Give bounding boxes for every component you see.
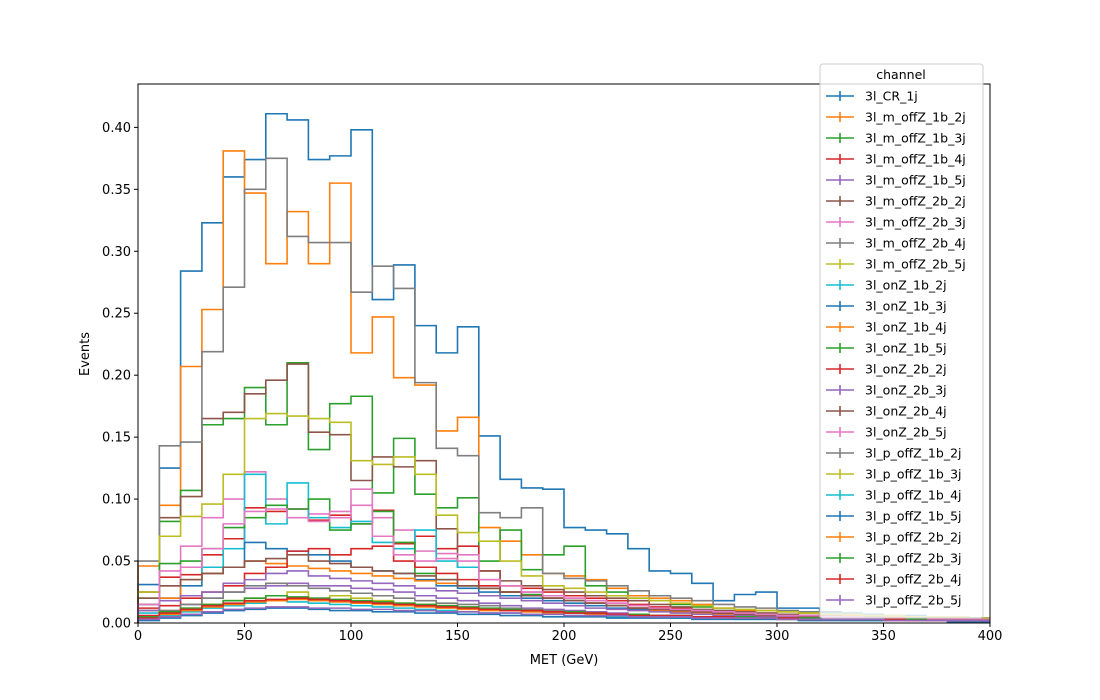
x-axis: 0 50 100 150 200 250 300 350 400 (134, 623, 1003, 644)
legend-item-3l-onz-1b-4j: 3l_onZ_1b_4j (826, 320, 947, 335)
legend-item-3l-p-offz-1b-4j: 3l_p_offZ_1b_4j (826, 488, 962, 503)
legend-item-3l-onz-2b-3j: 3l_onZ_2b_3j (826, 383, 947, 398)
legend-item-3l-onz-1b-3j: 3l_onZ_1b_3j (826, 299, 947, 314)
y-tick-label: 0.25 (102, 307, 131, 322)
y-tick-label: 0.40 (102, 121, 131, 136)
legend-item-3l-p-offz-2b-5j: 3l_p_offZ_2b_5j (826, 593, 962, 608)
legend-box (819, 63, 984, 619)
legend-item-3l-cr-1j: 3l_CR_1j (826, 89, 918, 104)
series-3l-p-offz-2b-5j (137, 606, 990, 623)
x-tick-label: 150 (445, 629, 470, 644)
x-tick-label: 300 (765, 629, 790, 644)
legend-item-3l-onz-1b-5j: 3l_onZ_1b_5j (826, 341, 947, 356)
legend-label: 3l_p_offZ_1b_3j (865, 467, 962, 482)
legend-label: 3l_p_offZ_2b_5j (865, 593, 962, 608)
y-axis-label: Events (78, 332, 93, 376)
y-tick-label: 0.15 (102, 431, 131, 446)
legend-item-3l-m-offz-2b-4j: 3l_m_offZ_2b_4j (826, 236, 966, 251)
y-tick-label: 0.05 (102, 555, 131, 570)
y-tick-label: 0.30 (102, 245, 131, 260)
series-3l-onz-2b-5j (137, 504, 990, 623)
legend-item-3l-p-offz-2b-3j: 3l_p_offZ_2b_3j (826, 551, 962, 566)
legend-label: 3l_m_offZ_2b_5j (865, 257, 966, 272)
legend-label: 3l_p_offZ_2b_4j (865, 572, 962, 587)
legend-item-3l-p-offz-2b-2j: 3l_p_offZ_2b_2j (826, 530, 962, 545)
legend-item-3l-p-offz-1b-2j: 3l_p_offZ_1b_2j (826, 446, 962, 461)
y-tick-label: 0.20 (102, 369, 131, 384)
x-axis-label: MET (GeV) (530, 653, 599, 668)
legend-item-3l-p-offz-1b-5j: 3l_p_offZ_1b_5j (826, 509, 962, 524)
legend-label: 3l_m_offZ_2b_2j (865, 194, 966, 209)
legend-label: 3l_onZ_2b_5j (865, 425, 947, 440)
x-tick-label: 0 (134, 629, 142, 644)
legend: channel 3l_CR_1j 3l_m_offZ_1b_2j 3l_m_offZ… (819, 63, 984, 619)
legend-label: 3l_onZ_2b_3j (865, 383, 947, 398)
legend-label: 3l_CR_1j (865, 89, 918, 104)
legend-label: 3l_onZ_2b_4j (865, 404, 947, 419)
legend-label: 3l_p_offZ_1b_2j (865, 446, 962, 461)
legend-label: 3l_p_offZ_2b_3j (865, 551, 962, 566)
legend-item-3l-onz-1b-2j: 3l_onZ_1b_2j (826, 278, 947, 293)
legend-item-3l-onz-2b-2j: 3l_onZ_2b_2j (826, 362, 947, 377)
legend-item-3l-m-offz-2b-2j: 3l_m_offZ_2b_2j (826, 194, 966, 209)
legend-item-3l-p-offz-1b-3j: 3l_p_offZ_1b_3j (826, 467, 962, 482)
legend-label: 3l_m_offZ_1b_5j (865, 173, 966, 188)
legend-label: 3l_p_offZ_1b_5j (865, 509, 962, 524)
series-layer (137, 112, 990, 623)
x-tick-label: 50 (236, 629, 253, 644)
y-tick-label: 0.35 (102, 183, 131, 198)
legend-label: 3l_m_offZ_2b_4j (865, 236, 966, 251)
legend-items: 3l_CR_1j 3l_m_offZ_1b_2j 3l_m_offZ_1b_3j 3l… (826, 89, 966, 608)
legend-item-3l-m-offz-1b-3j: 3l_m_offZ_1b_3j (826, 131, 966, 146)
series-3l-p-offz-2b-4j (137, 597, 990, 623)
series-3l-p-offz-1b-5j (137, 607, 990, 623)
x-tick-label: 350 (871, 629, 896, 644)
legend-label: 3l_m_offZ_2b_3j (865, 215, 966, 230)
legend-label: 3l_onZ_1b_2j (865, 278, 947, 293)
legend-label: 3l_onZ_1b_3j (865, 299, 947, 314)
legend-item-3l-m-offz-2b-3j: 3l_m_offZ_2b_3j (826, 215, 966, 230)
x-tick-label: 100 (339, 629, 364, 644)
legend-label: 3l_onZ_1b_4j (865, 320, 947, 335)
legend-item-3l-m-offz-1b-4j: 3l_m_offZ_1b_4j (826, 152, 966, 167)
x-tick-label: 400 (978, 629, 1003, 644)
legend-label: 3l_p_offZ_1b_4j (865, 488, 962, 503)
legend-item-3l-onz-2b-5j: 3l_onZ_2b_5j (826, 425, 947, 440)
legend-item-3l-m-offz-1b-5j: 3l_m_offZ_1b_5j (826, 173, 966, 188)
y-axis: 0.00 0.05 0.10 0.15 0.20 0.25 0.30 0.35 0.40 (102, 121, 138, 632)
legend-label: 3l_onZ_2b_2j (865, 362, 947, 377)
y-tick-label: 0.00 (102, 617, 131, 632)
legend-label: 3l_m_offZ_1b_2j (865, 110, 966, 125)
legend-label: 3l_onZ_1b_5j (865, 341, 947, 356)
legend-title: channel (876, 67, 925, 82)
legend-item-3l-m-offz-2b-5j: 3l_m_offZ_2b_5j (826, 257, 966, 272)
legend-label: 3l_m_offZ_1b_3j (865, 131, 966, 146)
legend-label: 3l_p_offZ_2b_2j (865, 530, 962, 545)
y-tick-label: 0.10 (102, 493, 131, 508)
series-3l-m-offz-2b-5j (137, 412, 990, 623)
legend-item-3l-p-offz-2b-4j: 3l_p_offZ_2b_4j (826, 572, 962, 587)
legend-item-3l-m-offz-1b-2j: 3l_m_offZ_1b_2j (826, 110, 966, 125)
legend-item-3l-onz-2b-4j: 3l_onZ_2b_4j (826, 404, 947, 419)
x-tick-label: 250 (658, 629, 683, 644)
x-tick-label: 200 (552, 629, 577, 644)
legend-label: 3l_m_offZ_1b_4j (865, 152, 966, 167)
